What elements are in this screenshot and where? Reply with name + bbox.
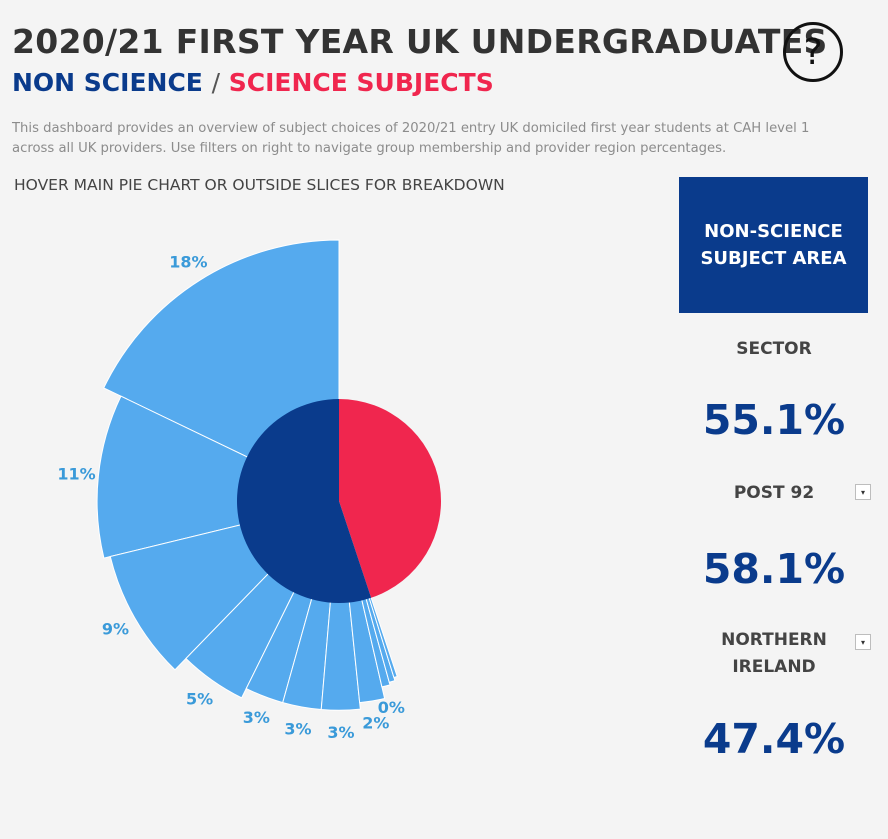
breakdown-label: 9% [102, 620, 129, 639]
sector-value: 55.1% [702, 396, 846, 444]
chart-instruction: HOVER MAIN PIE CHART OR OUTSIDE SLICES F… [14, 176, 505, 194]
group-filter-dropdown-icon[interactable]: ▾ [855, 484, 871, 500]
region-filter-label: NORTHERN IRELAND [721, 630, 827, 677]
science-pie-slice[interactable] [339, 399, 442, 598]
region-value: 47.4% [702, 715, 846, 763]
nonscience-pie-slice[interactable] [237, 399, 372, 603]
region-filter-dropdown-icon[interactable]: ▾ [855, 634, 871, 650]
breakdown-label: 2% [362, 714, 389, 733]
subtitle-science: SCIENCE SUBJECTS [228, 68, 494, 97]
non-science-subject-area-button[interactable]: NON-SCIENCE SUBJECT AREA [679, 177, 868, 313]
dashboard-description: This dashboard provides an overview of s… [12, 121, 810, 156]
breakdown-label: 18% [169, 252, 207, 271]
group-value: 58.1% [702, 545, 846, 593]
breakdown-label: 11% [57, 464, 95, 483]
breakdown-pie-chart[interactable]: 18% 11% 9% 5% 3% 3% 3% 2%0% [0, 200, 660, 830]
breakdown-slice[interactable] [96, 395, 341, 559]
breakdown-label: 3% [284, 720, 311, 739]
area-button-label: NON-SCIENCE SUBJECT AREA [700, 221, 847, 269]
dashboard-title: 2020/21 FIRST YEAR UK UNDERGRADUATES [12, 22, 828, 61]
breakdown-slice[interactable] [320, 500, 361, 711]
help-question-icon[interactable]: ? [783, 22, 843, 82]
subtitle-separator: / [211, 68, 221, 97]
breakdown-label: 0% [378, 698, 405, 717]
breakdown-label: 3% [327, 723, 354, 742]
sector-label: SECTOR [736, 339, 812, 359]
subtitle-nonscience: NON SCIENCE [12, 68, 203, 97]
breakdown-label: 3% [243, 708, 270, 727]
dashboard-subtitle: NON SCIENCE / SCIENCE SUBJECTS [12, 68, 494, 97]
group-filter-label: POST 92 [733, 483, 815, 503]
breakdown-label: 5% [186, 689, 213, 708]
